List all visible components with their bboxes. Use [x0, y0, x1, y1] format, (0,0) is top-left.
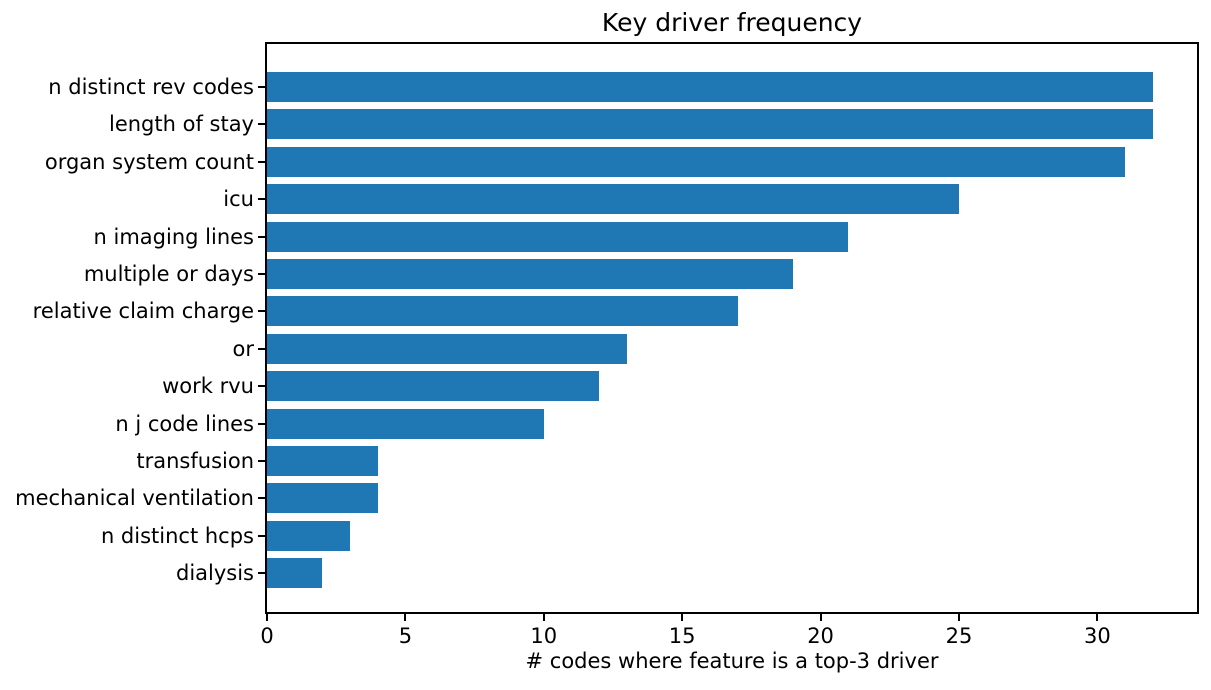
y-tick-mark — [258, 385, 265, 388]
y-tick-label: multiple or days — [83, 262, 254, 286]
y-tick-mark — [258, 347, 265, 350]
x-tick-label: 10 — [530, 624, 558, 648]
y-tick-mark — [258, 198, 265, 201]
x-tick-label: 0 — [260, 624, 274, 648]
bar — [267, 72, 1153, 102]
x-tick-mark — [957, 614, 960, 621]
y-tick-label: n imaging lines — [93, 224, 254, 249]
y-tick-mark — [258, 235, 265, 238]
bar — [267, 558, 323, 589]
y-tick-mark — [258, 534, 265, 537]
bar — [267, 296, 738, 327]
chart-title: Key driver frequency — [601, 8, 863, 37]
y-tick-mark — [258, 273, 265, 275]
y-tick-mark — [258, 497, 265, 500]
y-tick-label: dialysis — [175, 561, 254, 586]
bar — [267, 483, 378, 514]
spine-left — [265, 42, 267, 614]
y-tick-mark — [258, 160, 265, 163]
x-axis-ticks: 0 5 10 15 20 25 30 — [260, 614, 1197, 654]
spine-top — [265, 42, 1199, 44]
y-tick-label: work rvu — [162, 374, 254, 399]
x-axis-label: # codes where feature is a top-3 driver — [525, 649, 939, 673]
y-axis-ticks — [258, 44, 265, 612]
x-tick-label: 20 — [807, 624, 834, 648]
x-tick-label: 15 — [668, 624, 696, 648]
bar — [267, 371, 600, 402]
x-tick-mark — [266, 614, 268, 621]
bar — [267, 333, 627, 364]
y-tick-label: or — [232, 336, 254, 361]
y-tick-label: n distinct rev codes — [48, 75, 254, 99]
bar — [267, 408, 544, 439]
x-tick-mark — [404, 614, 407, 621]
y-tick-label: length of stay — [108, 112, 254, 137]
y-tick-mark — [258, 572, 265, 575]
y-tick-mark — [258, 123, 265, 126]
x-tick-mark — [819, 614, 822, 621]
x-tick-label: 5 — [398, 624, 413, 648]
y-tick-label: transfusion — [136, 449, 254, 473]
plot-area — [265, 42, 1199, 614]
bar — [267, 146, 1126, 177]
y-tick-label: n distinct hcps — [100, 523, 254, 548]
bar — [267, 221, 849, 252]
y-tick-label: icu — [223, 187, 254, 212]
y-tick-label: relative claim charge — [32, 299, 254, 324]
y-tick-label: n j code lines — [115, 411, 254, 436]
spine-right — [1197, 42, 1199, 614]
x-tick-mark — [681, 614, 684, 621]
y-axis-labels: n distinct rev codes length of stay organ … — [0, 44, 254, 612]
y-tick-mark — [258, 460, 265, 462]
y-tick-label: organ system count — [44, 149, 254, 174]
bar — [267, 446, 378, 476]
bar — [267, 184, 959, 215]
x-tick-mark — [1096, 614, 1099, 621]
x-tick-label: 25 — [945, 624, 973, 648]
y-tick-mark — [258, 310, 265, 313]
spine-bottom — [265, 612, 1199, 614]
x-tick-mark — [542, 614, 545, 621]
bar — [267, 520, 351, 551]
y-tick-mark — [258, 86, 265, 88]
bar — [267, 259, 793, 289]
x-tick-label: 30 — [1083, 624, 1111, 648]
y-tick-label: mechanical ventilation — [15, 486, 254, 511]
y-tick-mark — [258, 422, 265, 425]
bar — [267, 109, 1153, 140]
